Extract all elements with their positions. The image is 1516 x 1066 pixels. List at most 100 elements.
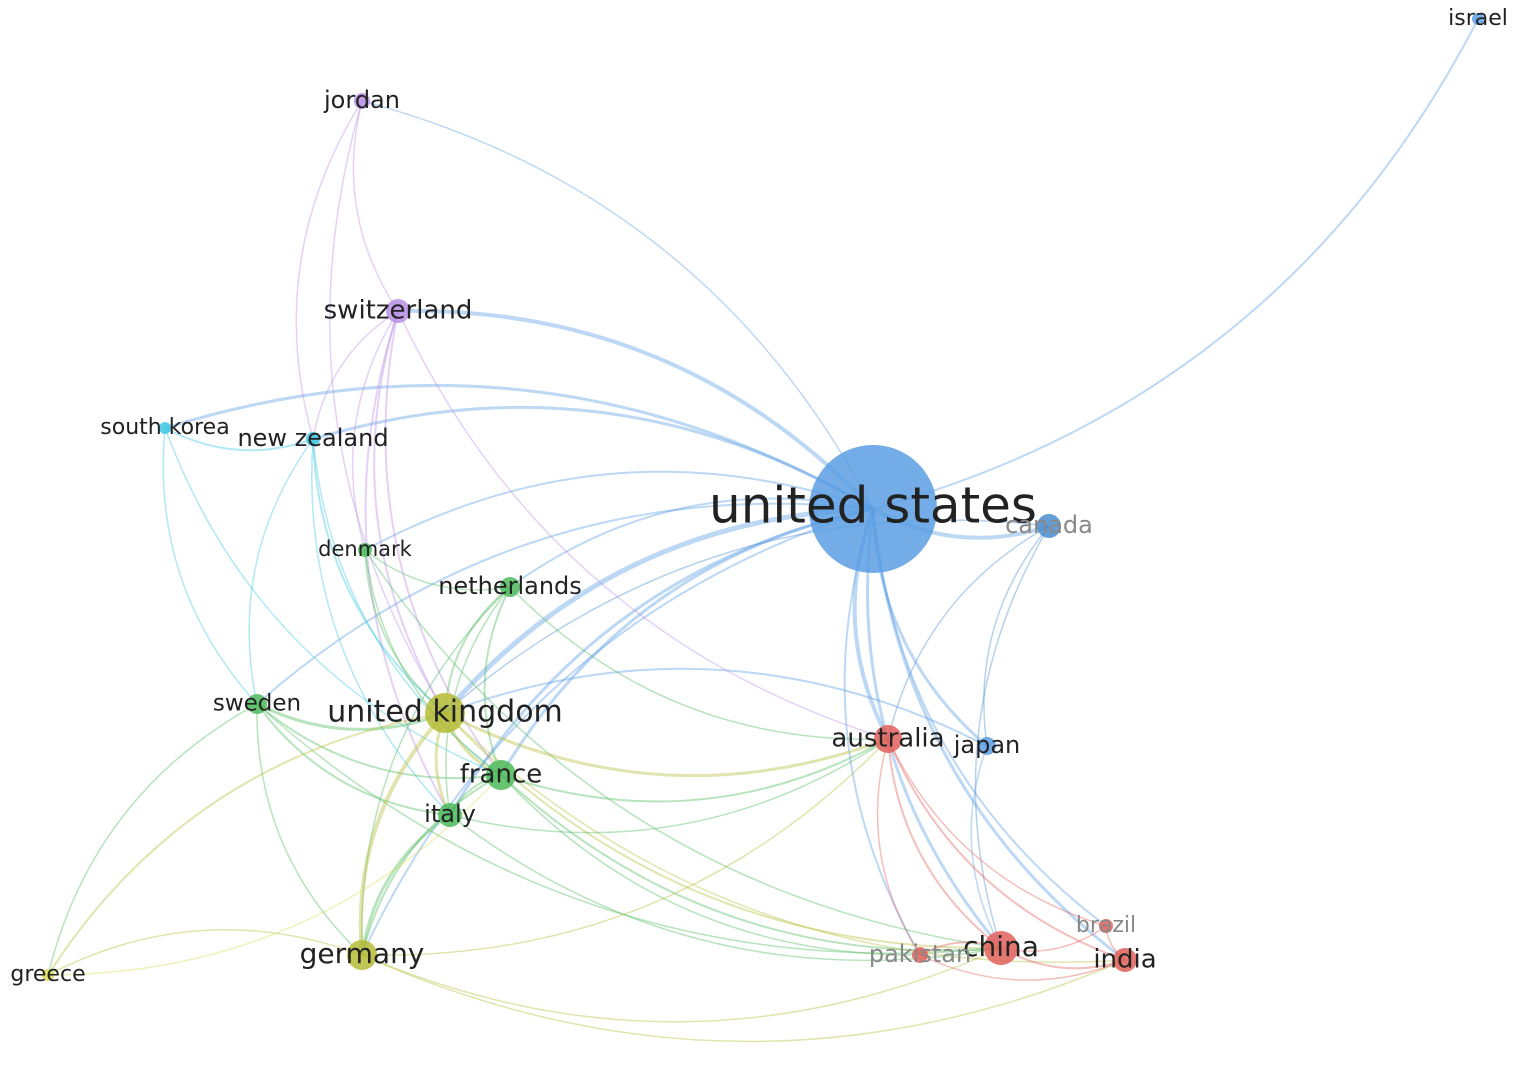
link xyxy=(974,525,1050,949)
node xyxy=(1472,13,1484,25)
node-label: united kingdom xyxy=(327,695,563,730)
node xyxy=(358,543,372,557)
node xyxy=(978,737,996,755)
link xyxy=(361,738,889,956)
node xyxy=(500,577,520,597)
link xyxy=(876,738,921,956)
node xyxy=(347,940,377,970)
node-label: china xyxy=(963,930,1039,963)
node-label: india xyxy=(1093,945,1156,975)
link xyxy=(444,712,1126,963)
link xyxy=(329,100,446,714)
link xyxy=(500,774,921,956)
link xyxy=(256,703,363,956)
link xyxy=(373,310,446,714)
node-label: south korea xyxy=(100,415,229,440)
link xyxy=(397,310,889,740)
link xyxy=(448,507,874,816)
link xyxy=(444,667,988,747)
node-label: israel xyxy=(1448,6,1508,31)
link xyxy=(499,507,874,776)
link xyxy=(444,711,889,778)
link xyxy=(483,586,511,776)
link xyxy=(445,586,511,816)
node-label: italy xyxy=(424,800,476,828)
link xyxy=(872,508,1107,927)
node xyxy=(984,931,1018,965)
node xyxy=(874,725,902,753)
link xyxy=(312,405,874,511)
link xyxy=(887,738,1126,961)
node-label: united states xyxy=(709,477,1037,535)
link xyxy=(443,506,874,715)
link xyxy=(352,100,399,312)
link xyxy=(361,774,502,956)
node-label: germany xyxy=(300,937,425,970)
link xyxy=(312,438,446,714)
node xyxy=(42,969,54,981)
link xyxy=(364,549,502,776)
link xyxy=(361,508,874,956)
node xyxy=(425,693,465,733)
link xyxy=(361,954,1126,1043)
link xyxy=(47,703,258,976)
link xyxy=(361,947,1002,1023)
node xyxy=(247,694,267,714)
link xyxy=(256,703,502,780)
link xyxy=(509,586,889,741)
node xyxy=(438,803,462,827)
link xyxy=(256,703,1002,955)
link xyxy=(983,525,1050,747)
node-label: australia xyxy=(831,724,944,754)
link xyxy=(444,519,1050,714)
link xyxy=(397,308,875,511)
link xyxy=(47,712,446,976)
link xyxy=(364,310,451,816)
node xyxy=(912,947,928,963)
link xyxy=(162,427,258,705)
link xyxy=(970,745,1002,949)
node-label: jordan xyxy=(323,86,400,114)
link xyxy=(364,549,1002,949)
node-label: pakistan xyxy=(869,940,971,968)
link xyxy=(256,702,446,731)
link xyxy=(351,310,399,551)
link xyxy=(887,738,1107,927)
link xyxy=(256,502,874,705)
node-label: netherlands xyxy=(438,572,582,600)
node-label: greece xyxy=(10,962,85,987)
link xyxy=(500,738,889,803)
node-label: new zealand xyxy=(237,424,388,452)
link xyxy=(364,549,511,591)
link xyxy=(295,100,363,440)
node-label: canada xyxy=(1005,511,1093,539)
link xyxy=(887,738,1002,949)
link xyxy=(871,508,1126,962)
link xyxy=(164,383,874,511)
nodes xyxy=(42,13,1484,981)
node xyxy=(159,422,171,434)
link xyxy=(872,18,1479,510)
node-label: brazil xyxy=(1076,913,1136,938)
node xyxy=(386,299,410,323)
link xyxy=(256,703,451,816)
link xyxy=(843,508,921,956)
edges xyxy=(47,18,1479,1043)
link xyxy=(311,438,451,816)
link xyxy=(364,549,446,714)
link xyxy=(887,525,1050,740)
node xyxy=(1113,948,1137,972)
node-label: japan xyxy=(953,731,1021,759)
node xyxy=(1037,514,1061,538)
link xyxy=(358,711,447,956)
link xyxy=(164,427,502,776)
link xyxy=(360,586,511,956)
link xyxy=(47,928,363,976)
node xyxy=(354,93,370,109)
node xyxy=(809,445,937,573)
node-label: sweden xyxy=(213,691,301,717)
node xyxy=(306,432,320,446)
node xyxy=(1099,919,1113,933)
